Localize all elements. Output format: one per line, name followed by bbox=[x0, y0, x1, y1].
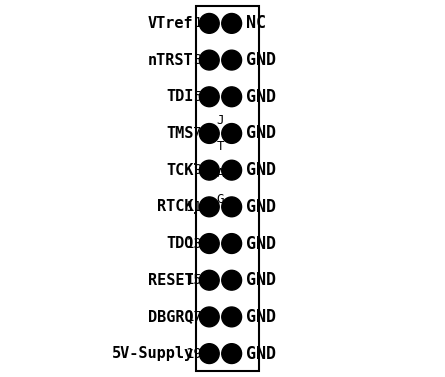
Circle shape bbox=[199, 14, 219, 33]
Text: GND: GND bbox=[246, 88, 276, 106]
Text: G: G bbox=[217, 193, 224, 206]
Circle shape bbox=[199, 307, 219, 327]
Text: 2: 2 bbox=[225, 17, 233, 31]
Text: GND: GND bbox=[246, 308, 276, 326]
Circle shape bbox=[199, 124, 219, 143]
Text: TMS: TMS bbox=[166, 126, 194, 141]
Circle shape bbox=[222, 270, 242, 290]
Text: TDI: TDI bbox=[166, 89, 194, 104]
Text: A: A bbox=[217, 167, 224, 179]
Circle shape bbox=[199, 87, 219, 107]
Text: 16: 16 bbox=[225, 273, 242, 287]
Text: 3: 3 bbox=[193, 53, 202, 67]
Text: RESET: RESET bbox=[148, 273, 194, 288]
Text: RTCK: RTCK bbox=[157, 199, 194, 215]
Circle shape bbox=[222, 197, 242, 217]
Circle shape bbox=[222, 50, 242, 70]
Text: 5: 5 bbox=[193, 90, 202, 104]
Text: 13: 13 bbox=[185, 236, 202, 251]
Text: GND: GND bbox=[246, 124, 276, 143]
Text: 7: 7 bbox=[193, 126, 202, 141]
Text: 9: 9 bbox=[193, 163, 202, 177]
Circle shape bbox=[222, 124, 242, 143]
Circle shape bbox=[222, 160, 242, 180]
Circle shape bbox=[222, 87, 242, 107]
Circle shape bbox=[199, 197, 219, 217]
Text: NC: NC bbox=[246, 14, 266, 32]
Text: VTref: VTref bbox=[148, 16, 194, 31]
Circle shape bbox=[199, 160, 219, 180]
Circle shape bbox=[199, 50, 219, 70]
Circle shape bbox=[199, 234, 219, 253]
Circle shape bbox=[199, 270, 219, 290]
Text: 20: 20 bbox=[225, 346, 242, 360]
Text: 5V-Supply: 5V-Supply bbox=[111, 346, 194, 361]
Text: 8: 8 bbox=[225, 126, 233, 141]
Text: TDO: TDO bbox=[166, 236, 194, 251]
Text: 14: 14 bbox=[225, 236, 242, 251]
Text: 15: 15 bbox=[185, 273, 202, 287]
Text: 18: 18 bbox=[225, 310, 242, 324]
Text: DBGRQ: DBGRQ bbox=[148, 310, 194, 325]
Text: J: J bbox=[217, 114, 224, 127]
Text: 17: 17 bbox=[185, 310, 202, 324]
Text: 6: 6 bbox=[225, 90, 233, 104]
Text: nTRST: nTRST bbox=[148, 52, 194, 67]
Text: 10: 10 bbox=[225, 163, 242, 177]
Text: TCK: TCK bbox=[166, 162, 194, 178]
Circle shape bbox=[199, 344, 219, 363]
Text: 12: 12 bbox=[225, 200, 242, 214]
Circle shape bbox=[222, 14, 242, 33]
Text: GND: GND bbox=[246, 198, 276, 216]
Text: GND: GND bbox=[246, 345, 276, 363]
Bar bbox=[196, 6, 259, 371]
Circle shape bbox=[222, 234, 242, 253]
Text: 19: 19 bbox=[185, 346, 202, 360]
Text: 4: 4 bbox=[225, 53, 233, 67]
Text: 11: 11 bbox=[185, 200, 202, 214]
Text: GND: GND bbox=[246, 161, 276, 179]
Circle shape bbox=[222, 344, 242, 363]
Text: T: T bbox=[217, 140, 224, 153]
Text: GND: GND bbox=[246, 234, 276, 253]
Circle shape bbox=[222, 307, 242, 327]
Text: GND: GND bbox=[246, 51, 276, 69]
Text: GND: GND bbox=[246, 271, 276, 289]
Text: 1: 1 bbox=[193, 17, 202, 31]
